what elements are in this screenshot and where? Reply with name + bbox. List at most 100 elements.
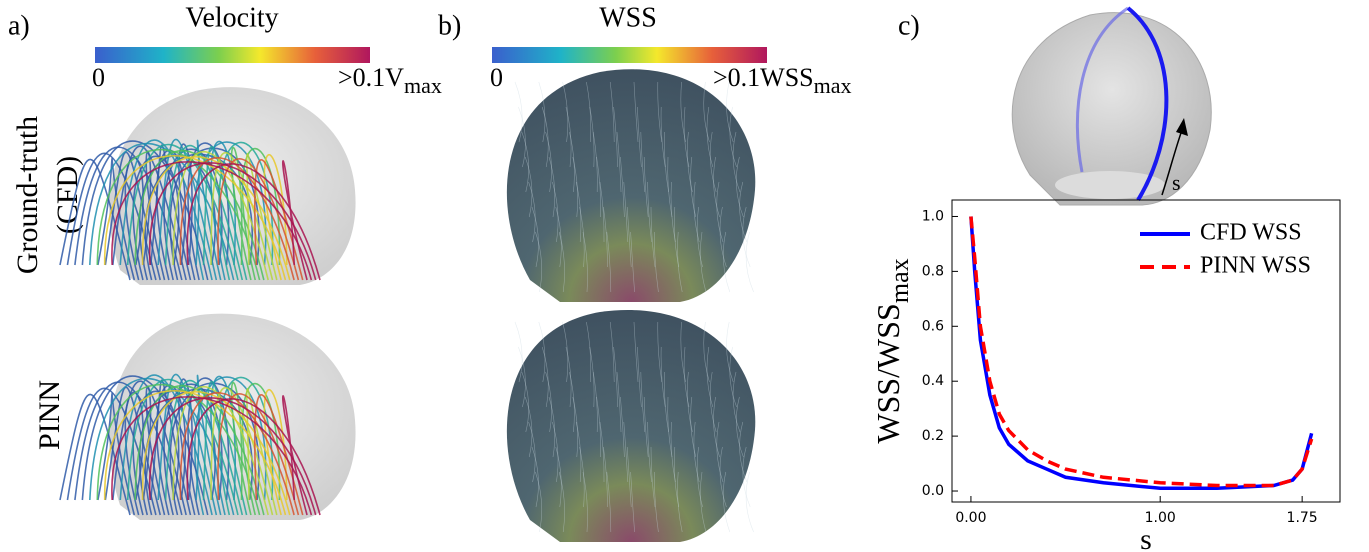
lic-line [647, 421, 652, 483]
path-front [1126, 6, 1169, 202]
x-axis-label: s [1140, 523, 1152, 552]
lic-line [518, 346, 526, 408]
panel-label: b) [438, 10, 461, 41]
lic-line [650, 206, 656, 268]
streamline [245, 387, 278, 516]
lic-line [521, 371, 530, 433]
lic-line [521, 131, 530, 193]
panel-label: a) [8, 10, 30, 41]
streamline [132, 390, 180, 516]
lic-line [696, 446, 703, 508]
streamline [148, 397, 317, 516]
lic-line [603, 446, 608, 508]
streamline [111, 161, 313, 281]
colorbar-max-main: >0.1V [338, 63, 404, 92]
lic-line [548, 156, 556, 218]
lic-line [700, 231, 707, 293]
panel-label: c) [898, 10, 920, 41]
lic-line [565, 346, 572, 408]
lic-line [620, 396, 625, 458]
streamline [119, 139, 213, 281]
lic-line [524, 396, 533, 458]
streamline [132, 155, 180, 281]
lic-line [745, 231, 754, 293]
streamline [97, 157, 136, 281]
row-label: PINN [33, 380, 66, 450]
lic-line [579, 206, 585, 268]
streamline [141, 390, 291, 516]
x-tick-label: 0.00 [955, 510, 986, 526]
lic-line [535, 471, 543, 533]
lic-line [528, 181, 536, 243]
lic-line [732, 371, 741, 433]
lic-line [633, 81, 639, 143]
lic-line [545, 371, 552, 433]
streamline [282, 160, 308, 281]
colorbar-title: Velocity [185, 2, 278, 33]
y-axis-label: WSS/WSSmax [870, 258, 914, 443]
lic-line [726, 81, 734, 143]
lic-line [726, 321, 734, 383]
lic-line [575, 421, 582, 483]
streamline [104, 151, 162, 281]
streamline [103, 390, 287, 516]
lic-line [643, 396, 649, 458]
lic-line [736, 156, 744, 218]
streamline [179, 157, 295, 281]
lic-line [633, 321, 639, 383]
streamline [163, 148, 223, 281]
streamline [210, 386, 274, 516]
arrow [1161, 129, 1183, 196]
lic-line [660, 346, 666, 408]
streamline [134, 384, 265, 516]
streamline [89, 142, 235, 281]
streamline [124, 156, 144, 281]
lic-line [729, 106, 737, 168]
lic-line [716, 421, 724, 483]
lic-line [654, 231, 659, 293]
lic-line [623, 421, 629, 483]
lic-line [673, 446, 680, 508]
streamline [172, 151, 269, 281]
streamline [126, 143, 239, 281]
streamline [141, 155, 291, 281]
colorbar [95, 47, 370, 63]
lic-line [603, 206, 608, 268]
lic-line [592, 371, 598, 433]
streamline [59, 393, 131, 516]
x-tick-label: 1.75 [1287, 510, 1318, 526]
lic-line [736, 396, 744, 458]
lic-line [700, 471, 707, 533]
wss-surface [506, 69, 756, 302]
lic-line [706, 346, 714, 408]
neck [1055, 171, 1165, 199]
lic-line [596, 396, 602, 458]
lic-line [640, 131, 646, 193]
y-tick-label: 0.2 [922, 428, 944, 444]
lic-line [696, 206, 703, 268]
streamline [164, 379, 244, 516]
legend-label: PINN WSS [1200, 253, 1311, 279]
lic-line [531, 446, 539, 508]
streamline [126, 378, 239, 516]
lic-line [569, 131, 575, 193]
streamline [217, 158, 300, 281]
lic-line [616, 371, 622, 433]
streamline [89, 377, 235, 516]
streamline [164, 144, 244, 281]
lic-line [687, 371, 693, 433]
lic-line [732, 131, 741, 193]
streamline [74, 381, 183, 516]
row-label: Ground-truth [11, 116, 44, 274]
lic-line [562, 321, 569, 383]
lic-line [742, 206, 751, 268]
lic-line [626, 446, 632, 508]
lic-line [713, 396, 720, 458]
lic-line [541, 346, 549, 408]
lic-line [722, 231, 731, 293]
lic-line [514, 321, 523, 383]
streamline [124, 391, 144, 516]
lic-line [524, 156, 533, 218]
lic-line [575, 181, 582, 243]
